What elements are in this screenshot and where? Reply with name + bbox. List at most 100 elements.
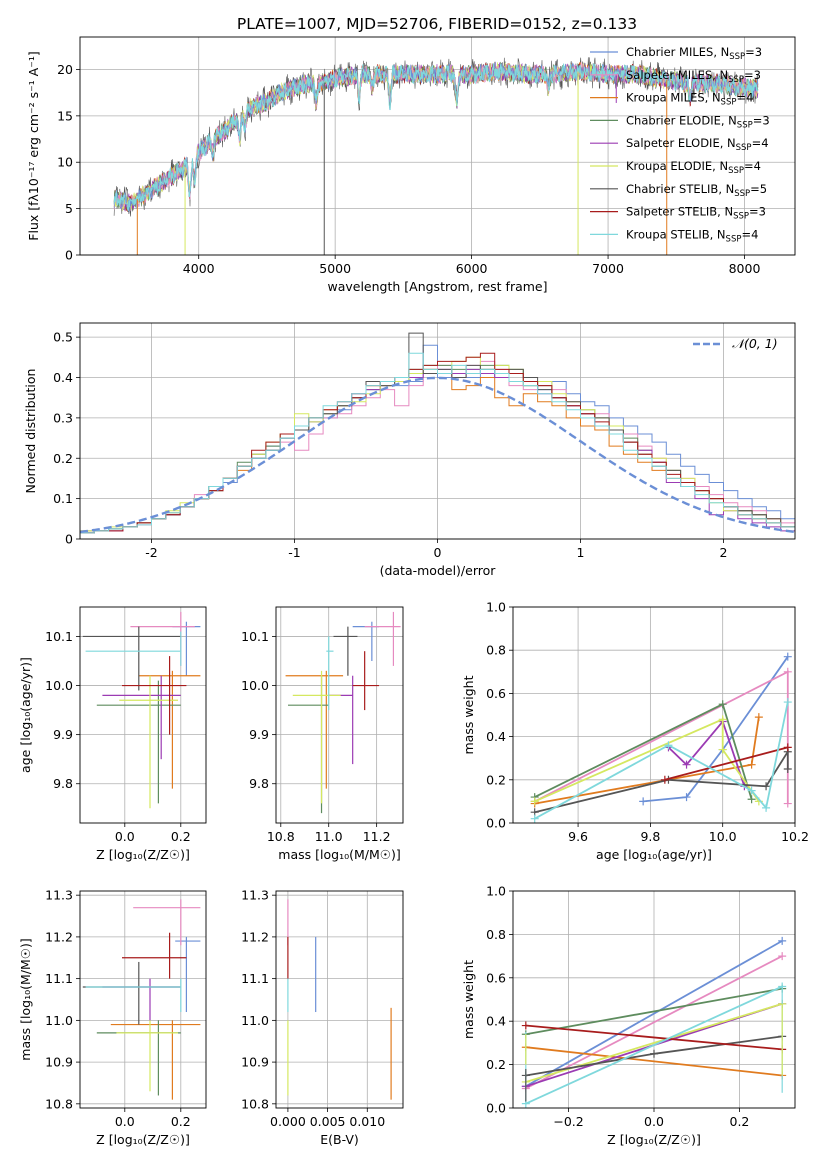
legend-label: Chabrier MILES, NSSP=3 bbox=[626, 45, 762, 62]
y-tick-label: 11.3 bbox=[45, 888, 73, 903]
y-axis-label: Flux [fλ10⁻¹⁷ erg cm⁻² s⁻¹ A⁻¹] bbox=[26, 51, 41, 240]
y-tick-label: 0 bbox=[65, 248, 73, 263]
x-tick-label: 5000 bbox=[319, 261, 351, 276]
axes-frame bbox=[79, 36, 796, 256]
gaussian-legend-label: 𝒩(0, 1) bbox=[732, 336, 778, 351]
weight-marker bbox=[783, 743, 792, 752]
weight-marker bbox=[530, 797, 539, 806]
legend-label: Kroupa ELODIE, NSSP=4 bbox=[626, 159, 761, 176]
x-tick-label: 10.8 bbox=[267, 829, 295, 844]
x-tick-label: 11.0 bbox=[315, 829, 343, 844]
y-tick-label: 11.2 bbox=[241, 929, 269, 944]
weight-marker bbox=[660, 775, 669, 784]
y-tick-label: 0.5 bbox=[53, 330, 73, 345]
weight-marker bbox=[530, 814, 539, 823]
legend-label: Chabrier STELIB, NSSP=5 bbox=[626, 182, 767, 199]
y-tick-label: 9.9 bbox=[53, 727, 73, 742]
y-tick-label: 0.4 bbox=[53, 370, 73, 385]
weight-marker bbox=[778, 952, 787, 961]
x-tick-label: 7000 bbox=[592, 261, 624, 276]
gaussian-curve bbox=[80, 376, 795, 534]
axes-frame bbox=[79, 606, 207, 824]
weight-marker bbox=[718, 700, 727, 709]
y-tick-label: 15 bbox=[57, 108, 73, 123]
y-tick-label: 0 bbox=[65, 532, 73, 547]
panel-mass_weight_vs_z: −0.2 0.0 0.2 0.0 0.2 0.4 0.6 0.8 1.0 Z [log₁₀(Z/Z… bbox=[461, 884, 796, 1147]
axes-frame bbox=[512, 890, 796, 1109]
y-tick-label: 10.1 bbox=[45, 629, 73, 644]
plot-area bbox=[113, 57, 759, 255]
weight-marker bbox=[521, 1021, 530, 1030]
x-tick-label: 9.8 bbox=[640, 829, 660, 844]
y-tick-label: 11.1 bbox=[241, 971, 269, 986]
figure-title: PLATE=1007, MJD=52706, FIBERID=0152, z=0… bbox=[237, 15, 637, 33]
y-tick-label: 0.6 bbox=[486, 686, 506, 701]
x-tick-label: 1 bbox=[577, 545, 585, 560]
histogram-kroupa-stelib bbox=[80, 352, 795, 539]
x-tick-label: 6000 bbox=[456, 261, 488, 276]
y-tick-label: 20 bbox=[57, 62, 73, 77]
y-tick-label: 0.1 bbox=[53, 491, 73, 506]
weight-marker bbox=[762, 782, 771, 791]
weight-marker bbox=[718, 715, 727, 724]
x-tick-label: 9.6 bbox=[568, 829, 588, 844]
weight-marker bbox=[664, 741, 673, 750]
x-tick-label: -2 bbox=[145, 545, 157, 560]
x-axis-label: age [log₁₀(age/yr)] bbox=[596, 847, 712, 862]
weight-marker bbox=[783, 765, 792, 773]
y-tick-label: 10.8 bbox=[45, 1096, 73, 1111]
plot-area bbox=[287, 899, 392, 1100]
weight-line-salpeter-stelib bbox=[525, 1024, 783, 1051]
x-axis-label: E(B-V) bbox=[320, 1132, 359, 1147]
panel-age_vs_z: 0.0 0.2 9.8 9.9 10.0 10.1 Z [log₁₀(Z/Z☉)] age [… bbox=[18, 606, 207, 862]
x-tick-label: 2 bbox=[720, 545, 728, 560]
x-tick-label: 10.2 bbox=[781, 829, 809, 844]
plot-area bbox=[82, 899, 201, 1100]
x-tick-label: 0.2 bbox=[171, 1114, 191, 1129]
panel-mass_vs_z: 0.0 0.2 10.8 10.9 11.0 11.1 11.2 11.3 Z [log₁₀(Z… bbox=[18, 888, 207, 1147]
weight-line-chabrier-miles bbox=[525, 940, 783, 1088]
y-tick-label: 0.2 bbox=[486, 772, 506, 787]
panel-age_vs_mass: 10.8 11.0 11.2 9.8 9.9 10.0 10.1 mass [log₁₀(M/… bbox=[241, 606, 404, 862]
y-tick-label: 5 bbox=[65, 201, 73, 216]
x-tick-label: 8000 bbox=[729, 261, 761, 276]
legend-label: Kroupa MILES, NSSP=4 bbox=[626, 91, 753, 108]
axes-frame bbox=[275, 606, 404, 824]
y-axis-label: mass weight bbox=[461, 675, 476, 754]
y-axis-label: mass [log₁₀(M/M☉)] bbox=[18, 938, 33, 1060]
weight-marker bbox=[747, 760, 756, 769]
weight-marker bbox=[778, 936, 787, 945]
y-tick-label: 11.1 bbox=[45, 971, 73, 986]
weight-line-salpeter-elodie bbox=[667, 719, 746, 787]
axes-frame bbox=[79, 890, 207, 1109]
y-tick-label: 10.1 bbox=[241, 629, 269, 644]
weight-marker bbox=[747, 795, 756, 804]
weight-line-kroupa-stelib bbox=[525, 985, 783, 1105]
y-tick-label: 10.0 bbox=[241, 678, 269, 693]
legend-label: Chabrier ELODIE, NSSP=3 bbox=[626, 113, 770, 130]
y-tick-label: 0.4 bbox=[486, 1014, 506, 1029]
x-tick-label: 0.0 bbox=[115, 829, 135, 844]
weight-marker bbox=[682, 793, 691, 802]
plot-area bbox=[530, 652, 792, 823]
plot-area bbox=[521, 936, 787, 1108]
y-tick-label: 0.3 bbox=[53, 410, 73, 425]
plot-area bbox=[285, 611, 401, 814]
x-tick-label: −0.2 bbox=[553, 1114, 583, 1129]
weight-line-chabrier-elodie bbox=[525, 987, 783, 1036]
legend-label: Salpeter MILES, NSSP=3 bbox=[626, 68, 761, 85]
y-tick-label: 11.3 bbox=[241, 888, 269, 903]
y-tick-label: 0.2 bbox=[53, 451, 73, 466]
weight-marker bbox=[754, 713, 763, 722]
x-tick-label: 10.0 bbox=[709, 829, 737, 844]
x-tick-label: 0.000 bbox=[270, 1114, 306, 1129]
y-axis-label: age [log₁₀(age/yr)] bbox=[18, 657, 33, 773]
x-tick-label: 0 bbox=[434, 545, 442, 560]
legend-label: Salpeter STELIB, NSSP=3 bbox=[626, 205, 766, 222]
y-axis-label: mass weight bbox=[461, 960, 476, 1039]
x-tick-label: 0.0 bbox=[644, 1114, 664, 1129]
x-tick-label: 0.2 bbox=[171, 829, 191, 844]
y-tick-label: 1.0 bbox=[486, 600, 506, 615]
